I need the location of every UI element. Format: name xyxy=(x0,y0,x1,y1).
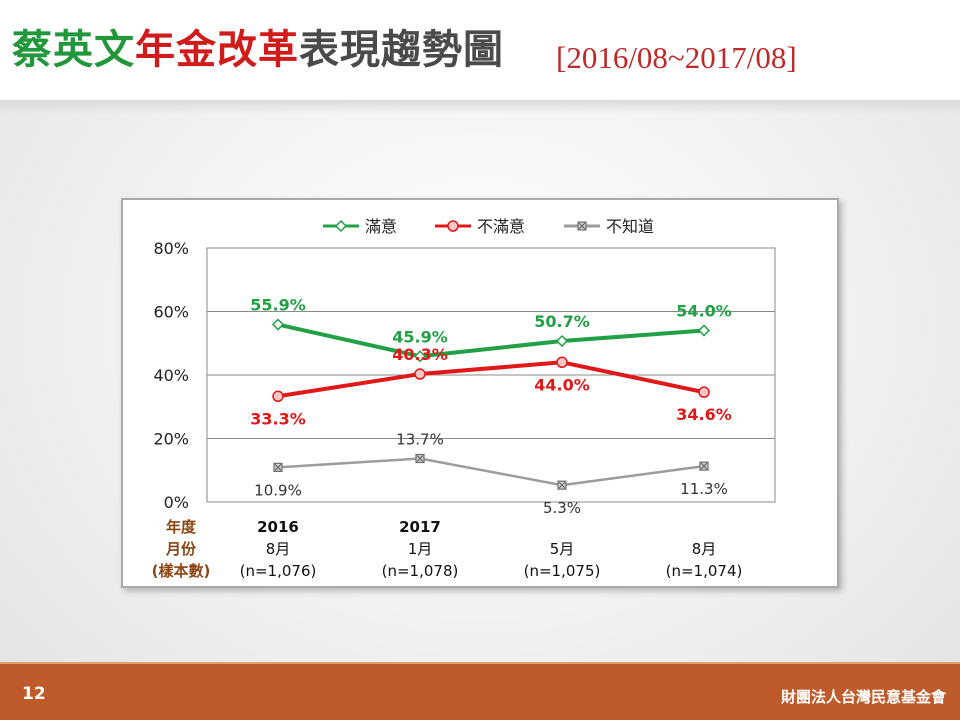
data-label: 45.9% xyxy=(392,327,448,346)
x-category-sample-size: (n=1,075) xyxy=(524,562,601,580)
data-label: 10.9% xyxy=(254,481,302,499)
data-point-cross xyxy=(274,464,282,471)
x-category-month: 8月 xyxy=(692,540,717,558)
chart-frame: 0% 20% 40% 60% 80% 滿意 不滿意 不知道 55.9% 45.9% 50.7% 54.… xyxy=(121,198,839,588)
data-point xyxy=(556,356,568,369)
y-tick-label: 60% xyxy=(153,303,189,322)
slide-header: 蔡英文年金改革表現趨勢圖 [2016/08~2017/08] xyxy=(0,0,960,100)
x-category-month: 5月 xyxy=(550,540,575,558)
legend-marker-cross xyxy=(578,222,586,230)
data-point xyxy=(698,386,710,398)
data-point xyxy=(413,350,427,363)
footer-divider xyxy=(0,662,960,665)
data-label: 13.7% xyxy=(396,431,444,449)
data-label: 5.3% xyxy=(543,499,581,517)
data-point xyxy=(414,368,426,380)
data-label: 11.3% xyxy=(680,480,728,498)
series-line-1 xyxy=(277,322,705,359)
page-number: 12 xyxy=(22,684,46,704)
x-category-sample-size: (n=1,074) xyxy=(666,562,743,580)
data-label: 40.3% xyxy=(392,345,448,364)
organization-name: 財團法人台灣民意基金會 xyxy=(780,688,946,706)
title-part-name: 蔡英文 xyxy=(12,27,135,73)
legend-marker xyxy=(447,220,459,232)
y-tick-label: 20% xyxy=(153,430,189,449)
data-point xyxy=(697,324,711,337)
slide-subtitle: [2016/08~2017/08] xyxy=(556,40,797,75)
data-label: 50.7% xyxy=(534,312,590,331)
x-category-year: 2017 xyxy=(399,518,441,536)
legend-label: 不知道 xyxy=(606,217,654,236)
data-point xyxy=(271,318,285,331)
data-label: 33.3% xyxy=(250,409,306,428)
data-label: 54.0% xyxy=(676,302,732,321)
data-label: 34.6% xyxy=(676,405,732,424)
x-category-sample-size: (n=1,076) xyxy=(240,562,317,580)
title-part-topic: 年金改革 xyxy=(135,27,299,73)
row-header-label: 月份 xyxy=(165,540,197,558)
header-shadow xyxy=(0,100,960,114)
legend-marker xyxy=(334,219,348,233)
series-line-2 xyxy=(277,360,705,399)
slide-title: 蔡英文年金改革表現趨勢圖 xyxy=(12,30,504,70)
data-point xyxy=(272,390,284,403)
y-tick-label: 0% xyxy=(164,493,189,512)
slide-footer xyxy=(0,664,960,720)
title-part-trend: 表現趨勢圖 xyxy=(299,27,504,73)
data-point-cross xyxy=(700,462,708,470)
y-tick-label: 40% xyxy=(153,366,189,385)
data-point xyxy=(555,334,569,348)
y-tick-label: 80% xyxy=(153,239,189,258)
data-label: 44.0% xyxy=(534,375,590,394)
legend-label: 滿意 xyxy=(365,217,397,236)
data-point-cross xyxy=(558,481,566,489)
x-category-sample-size: (n=1,078) xyxy=(382,562,459,580)
data-label: 55.9% xyxy=(250,296,306,315)
row-header-label: 年度 xyxy=(166,518,197,536)
x-category-year: 2016 xyxy=(257,518,299,536)
x-category-month: 8月 xyxy=(266,540,291,558)
row-header-label: (樣本數) xyxy=(152,562,211,580)
series-line-3 xyxy=(277,457,705,487)
line-chart: 0% 20% 40% 60% 80% 滿意 不滿意 不知道 55.9% 45.9% 50.7% 54.… xyxy=(152,217,776,580)
x-category-month: 1月 xyxy=(408,540,433,558)
legend-label: 不滿意 xyxy=(477,217,525,236)
data-point-cross xyxy=(416,455,424,462)
